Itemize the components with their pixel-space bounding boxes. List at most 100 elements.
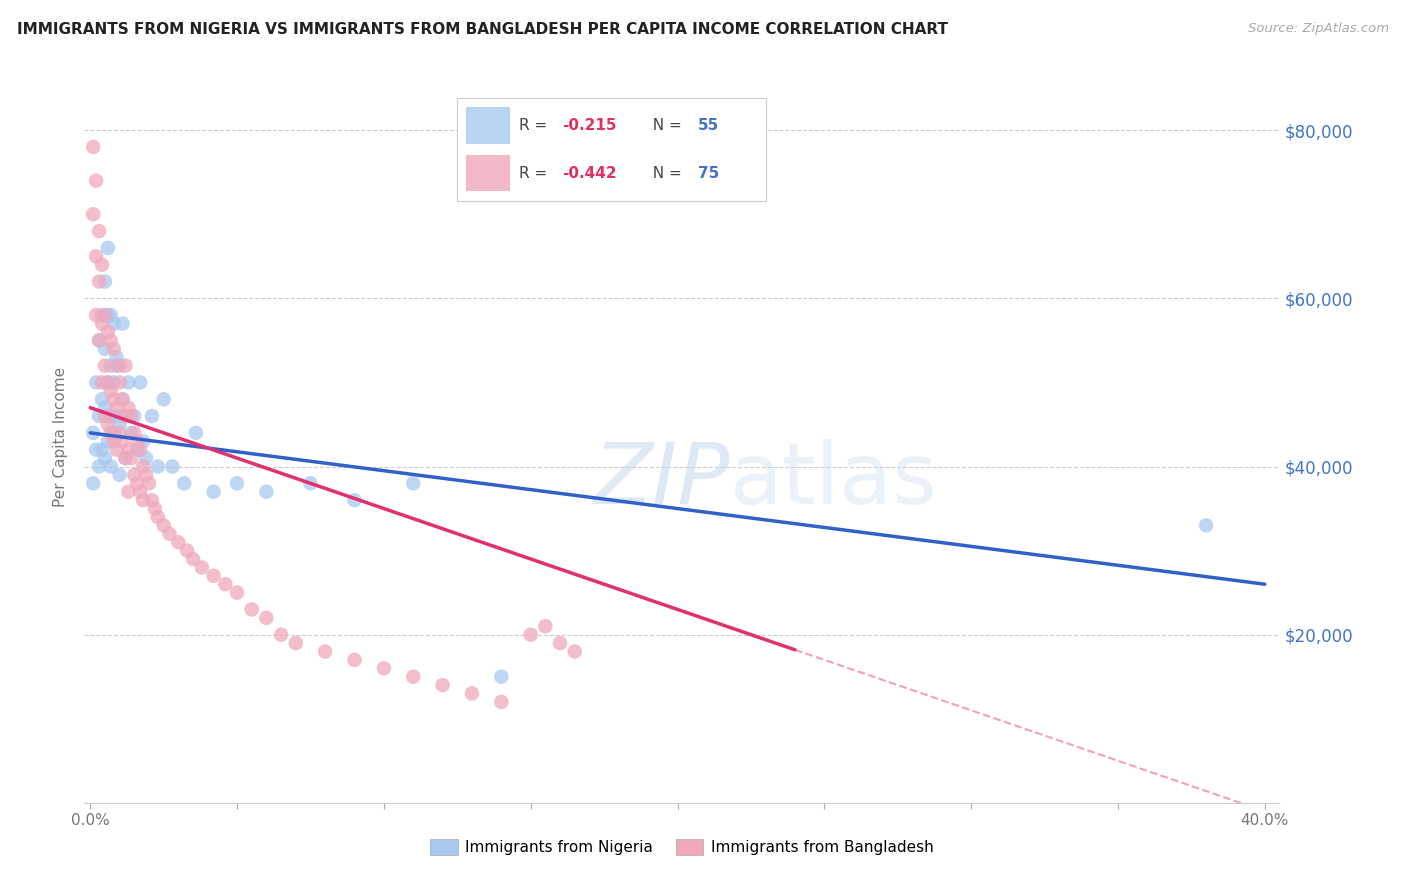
Point	[373, 661, 395, 675]
Point	[111, 434, 134, 449]
Point	[181, 552, 204, 566]
Point	[84, 376, 107, 390]
Text: IMMIGRANTS FROM NIGERIA VS IMMIGRANTS FROM BANGLADESH PER CAPITA INCOME CORRELAT: IMMIGRANTS FROM NIGERIA VS IMMIGRANTS FR…	[17, 22, 948, 37]
Point	[191, 560, 214, 574]
Point	[100, 308, 122, 322]
Point	[105, 359, 128, 373]
Point	[103, 342, 125, 356]
Point	[97, 417, 120, 432]
Point	[82, 476, 104, 491]
Point	[84, 442, 107, 457]
Point	[87, 334, 110, 348]
Point	[87, 459, 110, 474]
Point	[127, 434, 149, 449]
Point	[97, 308, 120, 322]
Point	[152, 392, 174, 407]
Point	[167, 535, 190, 549]
Point	[84, 308, 107, 322]
Point	[103, 425, 125, 440]
Point	[299, 476, 322, 491]
Point	[114, 451, 136, 466]
Point	[173, 476, 195, 491]
Point	[226, 585, 249, 599]
Point	[100, 334, 122, 348]
Point	[240, 602, 263, 616]
Point	[564, 644, 586, 658]
Point	[82, 425, 104, 440]
Point	[91, 392, 114, 407]
Point	[138, 476, 160, 491]
Point	[129, 442, 152, 457]
Point	[100, 359, 122, 373]
Point	[84, 249, 107, 263]
Point	[1195, 518, 1218, 533]
Point	[111, 392, 134, 407]
Y-axis label: Per Capita Income: Per Capita Income	[53, 367, 69, 508]
Point	[135, 451, 157, 466]
Point	[162, 459, 184, 474]
Point	[94, 308, 117, 322]
Text: 75: 75	[699, 166, 720, 180]
Point	[108, 417, 131, 432]
Point	[103, 317, 125, 331]
Point	[202, 484, 225, 499]
Point	[97, 325, 120, 339]
Point	[82, 207, 104, 221]
Point	[254, 484, 277, 499]
Point	[343, 493, 366, 508]
Point	[129, 376, 152, 390]
Point	[94, 451, 117, 466]
Point	[402, 476, 425, 491]
Point	[124, 409, 146, 423]
Point	[270, 627, 292, 641]
Point	[202, 569, 225, 583]
Point	[94, 342, 117, 356]
Point	[141, 493, 163, 508]
Text: -0.442: -0.442	[562, 166, 617, 180]
Point	[176, 543, 198, 558]
Point	[214, 577, 236, 591]
Point	[146, 459, 169, 474]
Text: atlas: atlas	[730, 440, 938, 523]
Point	[284, 636, 307, 650]
Point	[91, 308, 114, 322]
Point	[91, 442, 114, 457]
Point	[519, 627, 541, 641]
Point	[314, 644, 336, 658]
Point	[124, 425, 146, 440]
Point	[97, 376, 120, 390]
Point	[105, 442, 128, 457]
Point	[402, 670, 425, 684]
Point	[114, 409, 136, 423]
Text: R =: R =	[519, 119, 553, 133]
Point	[103, 434, 125, 449]
Point	[91, 376, 114, 390]
Point	[114, 409, 136, 423]
Point	[534, 619, 557, 633]
Point	[114, 451, 136, 466]
Point	[432, 678, 454, 692]
FancyBboxPatch shape	[467, 154, 509, 192]
Point	[87, 224, 110, 238]
Point	[111, 317, 134, 331]
Point	[94, 409, 117, 423]
Point	[132, 459, 155, 474]
Point	[108, 467, 131, 482]
Point	[141, 409, 163, 423]
Text: -0.215: -0.215	[562, 119, 617, 133]
Text: 55: 55	[699, 119, 720, 133]
Point	[100, 459, 122, 474]
Point	[132, 493, 155, 508]
Text: N =: N =	[643, 119, 686, 133]
FancyBboxPatch shape	[457, 98, 766, 201]
Point	[100, 425, 122, 440]
Point	[114, 359, 136, 373]
Legend: Immigrants from Nigeria, Immigrants from Bangladesh: Immigrants from Nigeria, Immigrants from…	[423, 833, 941, 861]
Text: Source: ZipAtlas.com: Source: ZipAtlas.com	[1249, 22, 1389, 36]
Point	[127, 476, 149, 491]
Point	[87, 334, 110, 348]
Point	[97, 434, 120, 449]
Point	[143, 501, 166, 516]
Point	[100, 384, 122, 398]
Point	[108, 376, 131, 390]
